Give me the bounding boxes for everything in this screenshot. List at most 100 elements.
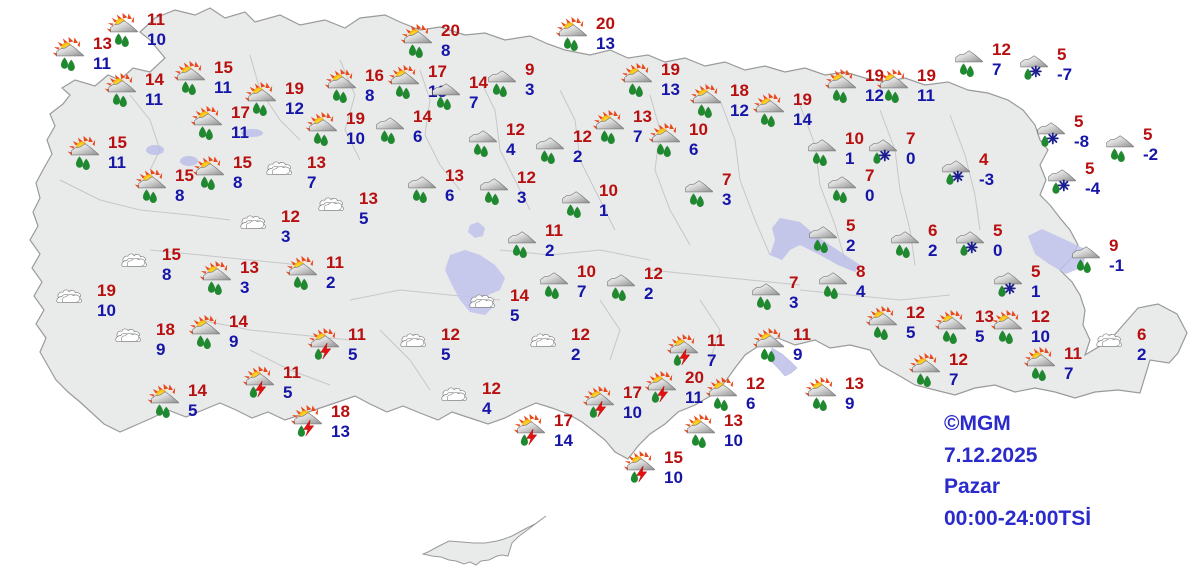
svg-text:10: 10 — [623, 403, 642, 422]
svg-text:3: 3 — [525, 80, 534, 99]
svg-text:-4: -4 — [1085, 179, 1101, 198]
svg-text:6: 6 — [928, 221, 937, 240]
svg-text:3: 3 — [281, 227, 290, 246]
svg-text:2: 2 — [571, 345, 580, 364]
svg-text:12: 12 — [1031, 307, 1050, 326]
svg-text:7: 7 — [789, 273, 798, 292]
svg-text:9: 9 — [1109, 236, 1118, 255]
svg-text:5: 5 — [348, 345, 357, 364]
svg-text:2: 2 — [644, 284, 653, 303]
svg-text:7: 7 — [722, 170, 731, 189]
svg-text:6: 6 — [1137, 325, 1146, 344]
svg-text:12: 12 — [573, 127, 592, 146]
svg-text:11: 11 — [1064, 344, 1082, 363]
svg-text:10: 10 — [599, 181, 618, 200]
svg-text:14: 14 — [793, 110, 812, 129]
svg-text:14: 14 — [229, 312, 248, 331]
svg-text:1: 1 — [599, 201, 608, 220]
svg-text:5: 5 — [1143, 125, 1152, 144]
svg-text:8: 8 — [441, 41, 450, 60]
svg-text:15: 15 — [664, 448, 683, 467]
svg-text:7: 7 — [307, 173, 316, 192]
svg-text:12: 12 — [730, 101, 749, 120]
svg-text:12: 12 — [746, 374, 765, 393]
svg-text:2: 2 — [1137, 345, 1146, 364]
svg-text:12: 12 — [644, 264, 663, 283]
svg-text:10: 10 — [689, 120, 708, 139]
svg-text:11: 11 — [707, 331, 725, 350]
svg-text:18: 18 — [331, 402, 350, 421]
svg-text:15: 15 — [108, 133, 127, 152]
svg-text:0: 0 — [906, 149, 915, 168]
svg-text:9: 9 — [845, 394, 854, 413]
svg-text:11: 11 — [793, 325, 811, 344]
svg-text:6: 6 — [445, 186, 454, 205]
svg-text:4: 4 — [979, 150, 989, 169]
svg-text:4: 4 — [856, 282, 866, 301]
svg-text:9: 9 — [525, 60, 534, 79]
svg-text:-8: -8 — [1074, 132, 1089, 151]
svg-text:14: 14 — [510, 286, 529, 305]
svg-text:8: 8 — [856, 262, 865, 281]
svg-text:14: 14 — [554, 431, 573, 450]
svg-text:20: 20 — [441, 21, 460, 40]
svg-text:2: 2 — [928, 241, 937, 260]
svg-text:0: 0 — [993, 241, 1002, 260]
svg-text:8: 8 — [233, 173, 242, 192]
svg-text:13: 13 — [596, 34, 615, 53]
svg-text:9: 9 — [156, 340, 165, 359]
svg-text:13: 13 — [307, 153, 326, 172]
svg-text:10: 10 — [147, 30, 166, 49]
svg-text:14: 14 — [145, 70, 164, 89]
svg-text:13: 13 — [975, 307, 994, 326]
svg-text:9: 9 — [793, 345, 802, 364]
svg-text:17: 17 — [623, 383, 642, 402]
svg-text:19: 19 — [865, 66, 884, 85]
svg-text:19: 19 — [793, 90, 812, 109]
svg-text:7: 7 — [949, 370, 958, 389]
svg-text:17: 17 — [231, 103, 250, 122]
svg-text:12: 12 — [517, 168, 536, 187]
svg-text:5: 5 — [1074, 112, 1083, 131]
svg-text:4: 4 — [482, 399, 492, 418]
svg-text:0: 0 — [865, 186, 874, 205]
svg-text:19: 19 — [97, 281, 116, 300]
svg-text:10: 10 — [664, 468, 683, 487]
svg-text:7: 7 — [577, 282, 586, 301]
svg-text:5: 5 — [510, 306, 519, 325]
svg-text:7: 7 — [992, 60, 1001, 79]
svg-text:14: 14 — [469, 73, 488, 92]
svg-text:2: 2 — [846, 236, 855, 255]
svg-text:15: 15 — [175, 166, 194, 185]
svg-text:13: 13 — [845, 374, 864, 393]
svg-text:12: 12 — [482, 379, 501, 398]
svg-text:11: 11 — [108, 153, 126, 172]
svg-text:7: 7 — [906, 129, 915, 148]
svg-text:11: 11 — [145, 90, 163, 109]
svg-text:8: 8 — [175, 186, 184, 205]
svg-text:12: 12 — [865, 86, 884, 105]
svg-text:-2: -2 — [1143, 145, 1158, 164]
svg-text:17: 17 — [428, 62, 447, 81]
svg-text:8: 8 — [365, 86, 374, 105]
svg-text:10: 10 — [346, 129, 365, 148]
svg-text:12: 12 — [906, 303, 925, 322]
svg-text:13: 13 — [724, 411, 743, 430]
svg-text:12: 12 — [441, 325, 460, 344]
svg-text:15: 15 — [214, 58, 233, 77]
svg-text:9: 9 — [229, 332, 238, 351]
svg-text:2: 2 — [573, 147, 582, 166]
svg-text:5: 5 — [846, 216, 855, 235]
svg-text:5: 5 — [1085, 159, 1094, 178]
svg-text:-7: -7 — [1057, 65, 1072, 84]
svg-text:20: 20 — [596, 14, 615, 33]
svg-text:3: 3 — [722, 190, 731, 209]
svg-text:2: 2 — [545, 241, 554, 260]
svg-text:7: 7 — [469, 93, 478, 112]
svg-text:5: 5 — [975, 327, 984, 346]
svg-text:6: 6 — [689, 140, 698, 159]
svg-text:6: 6 — [413, 127, 422, 146]
svg-text:7: 7 — [633, 127, 642, 146]
svg-text:10: 10 — [97, 301, 116, 320]
svg-text:13: 13 — [359, 189, 378, 208]
